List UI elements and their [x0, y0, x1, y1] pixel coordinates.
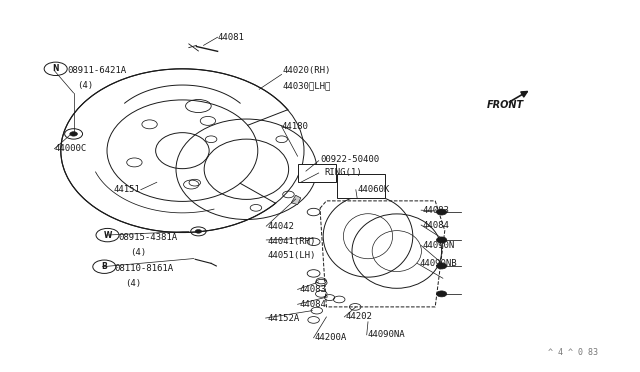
- Circle shape: [436, 237, 447, 243]
- Text: 44084: 44084: [422, 221, 449, 230]
- Circle shape: [436, 263, 447, 269]
- Text: 44060K: 44060K: [357, 185, 389, 194]
- Text: 44151: 44151: [114, 185, 141, 194]
- Bar: [298, 164, 336, 182]
- Text: W: W: [103, 231, 112, 240]
- Text: 44051(LH): 44051(LH): [268, 251, 316, 260]
- Text: N: N: [52, 64, 59, 73]
- Text: 00922-50400: 00922-50400: [320, 155, 379, 164]
- Text: 44042: 44042: [268, 222, 294, 231]
- Text: (4): (4): [77, 81, 93, 90]
- Text: 44030〈LH〉: 44030〈LH〉: [283, 81, 332, 90]
- Text: 44180: 44180: [282, 122, 308, 131]
- Text: 44041(RH): 44041(RH): [268, 237, 316, 246]
- Text: 44020(RH): 44020(RH): [283, 66, 332, 75]
- Text: 44083: 44083: [422, 206, 449, 215]
- Text: 44202: 44202: [346, 312, 372, 321]
- Text: 44152A: 44152A: [268, 314, 300, 323]
- Text: 08110-8161A: 08110-8161A: [114, 264, 173, 273]
- Bar: [337, 174, 385, 198]
- Circle shape: [195, 230, 202, 233]
- Text: FRONT: FRONT: [486, 100, 524, 110]
- Text: 44081: 44081: [218, 33, 244, 42]
- Text: 44090NB: 44090NB: [419, 259, 457, 268]
- Text: 08911-6421A: 08911-6421A: [67, 66, 126, 75]
- Text: 44000C: 44000C: [54, 144, 86, 153]
- Circle shape: [70, 132, 77, 136]
- Text: 44084: 44084: [300, 300, 326, 309]
- Text: (4): (4): [130, 248, 146, 257]
- Text: RING(1): RING(1): [324, 169, 362, 177]
- Text: ^ 4 ^ 0 83: ^ 4 ^ 0 83: [548, 348, 598, 357]
- Text: 44090N: 44090N: [422, 241, 454, 250]
- Circle shape: [436, 291, 447, 297]
- Text: 44083: 44083: [300, 285, 326, 294]
- Text: (4): (4): [125, 279, 141, 288]
- Text: 08915-4381A: 08915-4381A: [118, 233, 177, 242]
- Polygon shape: [291, 195, 301, 205]
- Circle shape: [436, 209, 447, 215]
- Text: 44200A: 44200A: [315, 333, 347, 342]
- Text: 44090NA: 44090NA: [368, 330, 406, 339]
- Text: B: B: [102, 262, 107, 271]
